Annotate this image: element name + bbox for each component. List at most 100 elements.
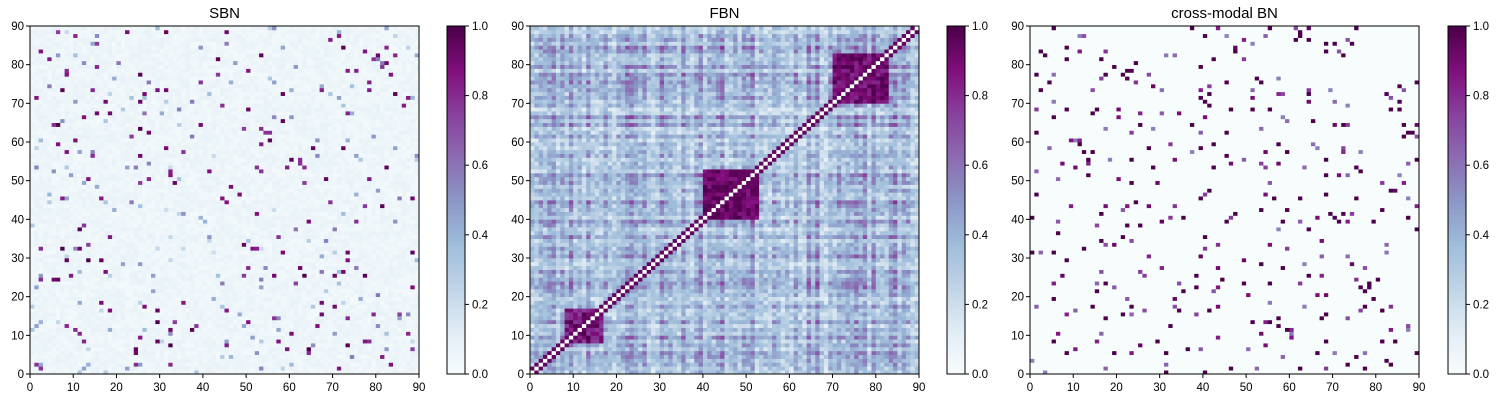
heatmap-cell — [176, 339, 182, 344]
heatmap-cell — [142, 323, 148, 328]
heatmap-cell — [246, 273, 251, 278]
heatmap-cell — [341, 331, 346, 336]
heatmap-cell — [215, 176, 221, 182]
heatmap-cell — [207, 238, 212, 243]
heatmap-cell — [228, 188, 234, 193]
heatmap-cell — [120, 296, 126, 301]
heatmap-cell — [254, 288, 260, 294]
heatmap-cell — [367, 169, 372, 174]
heatmap-cell — [276, 169, 282, 174]
heatmap-cell — [233, 296, 238, 301]
heatmap-cell — [358, 269, 364, 274]
heatmap-cell — [319, 223, 325, 228]
heatmap-cell — [332, 172, 338, 178]
heatmap-cell — [397, 292, 403, 298]
heatmap-cell — [336, 288, 342, 294]
heatmap-cell — [90, 346, 96, 352]
heatmap-cell — [401, 180, 407, 185]
heatmap-cell — [354, 316, 359, 321]
heatmap-cell — [220, 165, 225, 170]
heatmap-cell — [246, 362, 251, 367]
heatmap-cell — [263, 308, 269, 313]
heatmap-cell — [328, 203, 333, 209]
heatmap-cell — [388, 308, 394, 313]
heatmap-cell — [159, 265, 165, 270]
heatmap-cell — [176, 192, 182, 197]
heatmap-cell — [375, 300, 381, 305]
heatmap-cell — [151, 339, 156, 344]
heatmap-cell — [315, 335, 320, 340]
heatmap-cell — [90, 335, 96, 340]
heatmap-cell — [142, 339, 148, 344]
heatmap-cell — [293, 265, 299, 270]
heatmap-cell — [189, 319, 195, 325]
heatmap-cell — [159, 319, 165, 325]
heatmap-cell — [254, 238, 260, 243]
heatmap-cell — [181, 308, 186, 313]
heatmap-cell — [146, 304, 152, 309]
heatmap-cell — [397, 234, 403, 240]
heatmap-cell — [151, 157, 156, 162]
heatmap-cell — [107, 215, 113, 220]
heatmap-cell — [90, 242, 96, 247]
heatmap-cell — [185, 277, 191, 282]
heatmap-cell — [181, 161, 186, 166]
heatmap-cell — [246, 269, 251, 274]
heatmap-cell — [289, 165, 294, 170]
heatmap-cell — [38, 207, 44, 212]
heatmap-cell — [280, 188, 286, 193]
heatmap-cell — [112, 323, 117, 328]
heatmap-cell — [310, 223, 316, 228]
heatmap-cell — [159, 296, 165, 301]
heatmap-cell — [410, 304, 416, 309]
heatmap-cell — [406, 192, 411, 197]
heatmap-cell — [159, 165, 165, 170]
heatmap-cell — [354, 331, 359, 336]
heatmap-cell — [94, 292, 100, 298]
heatmap-cell — [103, 358, 109, 363]
heatmap-cell — [345, 184, 351, 189]
heatmap-cell — [362, 227, 368, 232]
heatmap-cell — [293, 203, 299, 209]
heatmap-cell — [259, 339, 264, 344]
heatmap-cell — [185, 331, 191, 336]
heatmap-cell — [138, 265, 143, 270]
heatmap-cell — [146, 316, 152, 321]
heatmap-cell — [285, 254, 290, 259]
heatmap-cell — [384, 277, 390, 282]
heatmap-cell — [215, 285, 221, 290]
heatmap-cell — [228, 219, 234, 224]
heatmap-cell — [207, 219, 212, 224]
heatmap-cell — [250, 265, 256, 270]
heatmap-cell — [129, 180, 135, 185]
heatmap-cell — [228, 288, 234, 294]
heatmap-cell — [315, 176, 320, 182]
heatmap-cell — [315, 273, 320, 278]
heatmap-cell — [384, 370, 390, 375]
heatmap-cell — [168, 207, 173, 212]
heatmap-cell — [345, 288, 351, 294]
heatmap-cell — [259, 246, 264, 251]
heatmap-cell — [215, 354, 221, 359]
heatmap-cell — [250, 366, 256, 371]
heatmap-cell — [86, 238, 91, 243]
heatmap-cell — [168, 172, 173, 178]
heatmap-cell — [406, 250, 411, 255]
heatmap-cell — [146, 157, 152, 162]
heatmap-cell — [60, 312, 65, 317]
heatmap-cell — [151, 250, 156, 255]
heatmap-cell — [86, 331, 91, 336]
heatmap-cell — [336, 200, 342, 205]
heatmap-cell — [354, 312, 359, 317]
heatmap-cell — [354, 327, 359, 332]
heatmap-cell — [142, 308, 148, 313]
heatmap-cell — [241, 234, 247, 240]
heatmap-cell — [64, 281, 70, 286]
heatmap-cell — [349, 327, 355, 332]
heatmap-cell — [380, 227, 385, 232]
heatmap-cell — [181, 227, 186, 232]
heatmap-cell — [302, 308, 307, 313]
heatmap-cell — [233, 238, 238, 243]
heatmap-cell — [380, 184, 385, 189]
heatmap-cell — [120, 169, 126, 174]
